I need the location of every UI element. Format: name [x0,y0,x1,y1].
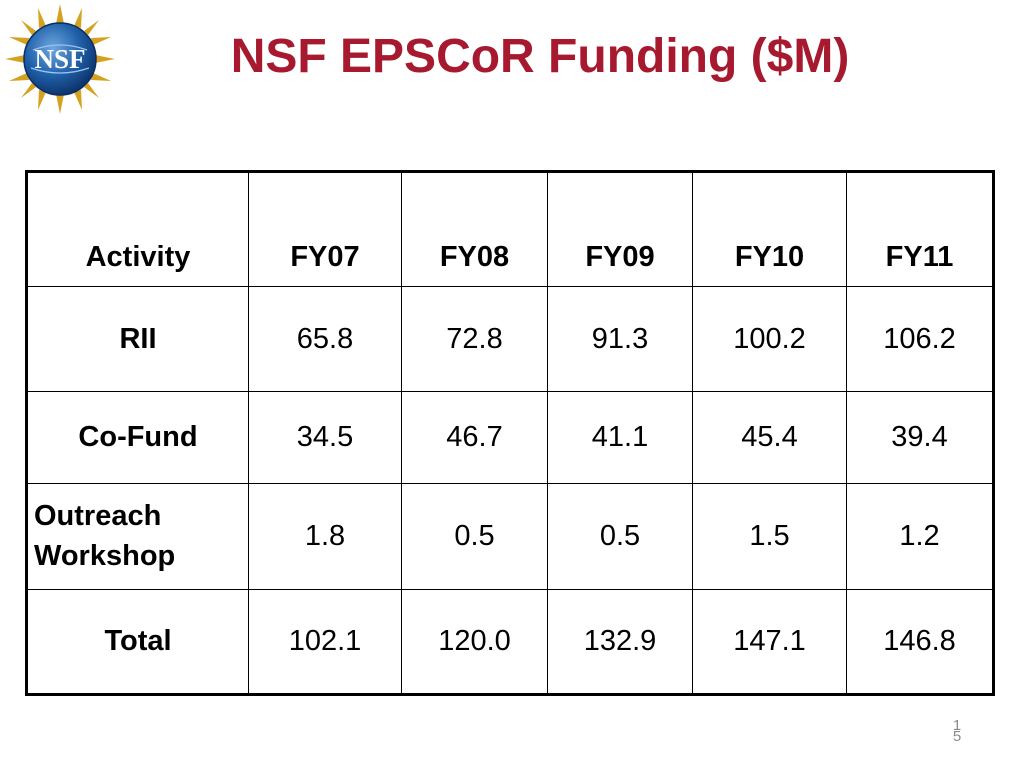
table-cell: 41.1 [547,391,693,484]
row-label: Outreach Workshop [26,483,249,590]
funding-table: Activity FY07 FY08 FY09 FY10 FY11 RII 65… [25,170,995,696]
header-fy09: FY09 [547,171,693,287]
table-cell: 45.4 [692,391,847,484]
table-cell: 102.1 [248,589,402,695]
table-cell: 39.4 [846,391,994,484]
header-fy11: FY11 [846,171,994,287]
slide-title: NSF EPSCoR Funding ($M) [230,30,850,83]
table-header-row: Activity FY07 FY08 FY09 FY10 FY11 [26,171,994,287]
header-fy10: FY10 [692,171,847,287]
row-label: Co-Fund [26,391,249,484]
header-fy07: FY07 [248,171,402,287]
page-number-bottom: 5 [952,728,962,746]
nsf-logo-text: NSF [34,44,85,74]
page-number: 1 5 [948,717,966,746]
table-cell: 106.2 [846,286,994,392]
table-cell: 1.8 [248,483,402,590]
table-cell: 146.8 [846,589,994,695]
row-label: RII [26,286,249,392]
table-row-cofund: Co-Fund 34.5 46.7 41.1 45.4 39.4 [26,391,994,484]
header-activity: Activity [26,171,249,287]
table-cell: 120.0 [401,589,548,695]
table-cell: 34.5 [248,391,402,484]
table-cell: 1.5 [692,483,847,590]
table-cell: 91.3 [547,286,693,392]
table-cell: 72.8 [401,286,548,392]
table-row-rii: RII 65.8 72.8 91.3 100.2 106.2 [26,286,994,392]
table-row-outreach: Outreach Workshop 1.8 0.5 0.5 1.5 1.2 [26,483,994,590]
row-label: Total [26,589,249,695]
table-cell: 0.5 [547,483,693,590]
row-label-line1: Outreach [34,500,162,533]
row-label-line2: Workshop [34,539,176,572]
table-cell: 100.2 [692,286,847,392]
table-cell: 0.5 [401,483,548,590]
nsf-logo: NSF [3,2,117,116]
table-row-total: Total 102.1 120.0 132.9 147.1 146.8 [26,589,994,695]
nsf-logo-graphic: NSF [5,4,115,114]
table-cell: 132.9 [547,589,693,695]
table-cell: 1.2 [846,483,994,590]
page-number-top: 1 [952,717,962,734]
table-cell: 46.7 [401,391,548,484]
header-fy08: FY08 [401,171,548,287]
table-cell: 147.1 [692,589,847,695]
table-cell: 65.8 [248,286,402,392]
